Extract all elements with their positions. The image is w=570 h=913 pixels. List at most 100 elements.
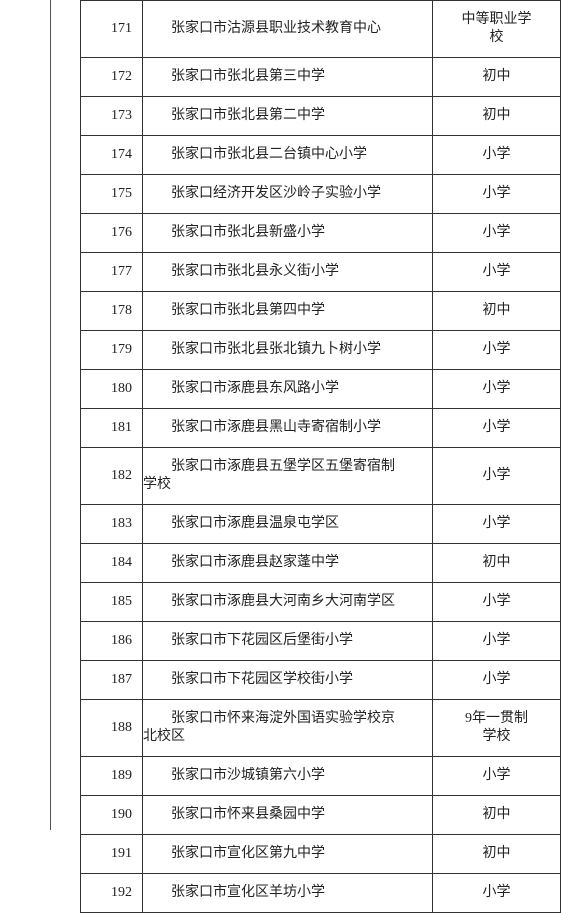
school-type-line: 小学	[439, 419, 554, 437]
school-type-line: 初中	[439, 845, 554, 863]
school-type-line: 小学	[439, 767, 554, 785]
school-name-line: 张家口市沽源县职业技术教育中心	[143, 20, 426, 38]
school-name: 张家口市张北县新盛小学	[143, 214, 433, 253]
school-name: 张家口市涿鹿县大河南乡大河南学区	[143, 583, 433, 622]
school-name: 张家口市张北县二台镇中心小学	[143, 136, 433, 175]
school-table: 171张家口市沽源县职业技术教育中心中等职业学校172张家口市张北县第三中学初中…	[80, 0, 561, 913]
table-row: 178张家口市张北县第四中学初中	[81, 292, 561, 331]
school-name: 张家口市张北县第四中学	[143, 292, 433, 331]
table-row: 175张家口经济开发区沙岭子实验小学小学	[81, 175, 561, 214]
table-row: 172张家口市张北县第三中学初中	[81, 58, 561, 97]
school-name-line: 张家口市宣化区第九中学	[143, 845, 426, 863]
school-type-line: 初中	[439, 302, 554, 320]
school-name: 张家口市张北县第二中学	[143, 97, 433, 136]
school-name: 张家口市张北县永义街小学	[143, 253, 433, 292]
school-type: 小学	[433, 661, 561, 700]
school-name: 张家口市沽源县职业技术教育中心	[143, 1, 433, 58]
row-index: 178	[81, 292, 143, 331]
school-name-line: 张家口市涿鹿县黑山寺寄宿制小学	[143, 419, 426, 437]
table-row: 179张家口市张北县张北镇九卜树小学小学	[81, 331, 561, 370]
school-type: 小学	[433, 175, 561, 214]
row-index: 182	[81, 448, 143, 505]
school-type: 初中	[433, 835, 561, 874]
school-type-line: 小学	[439, 224, 554, 242]
row-index: 186	[81, 622, 143, 661]
table-row: 182张家口市涿鹿县五堡学区五堡寄宿制学校小学	[81, 448, 561, 505]
table-row: 180张家口市涿鹿县东风路小学小学	[81, 370, 561, 409]
table-row: 173张家口市张北县第二中学初中	[81, 97, 561, 136]
school-name-line: 张家口市张北县第三中学	[143, 68, 426, 86]
school-type-line: 小学	[439, 341, 554, 359]
school-type: 小学	[433, 583, 561, 622]
row-index: 188	[81, 700, 143, 757]
school-name-line: 张家口市怀来县桑园中学	[143, 806, 426, 824]
school-type-line: 9年一贯制	[439, 710, 554, 728]
school-name-line: 张家口市张北县第二中学	[143, 107, 426, 125]
school-type-line: 初中	[439, 107, 554, 125]
school-name-line: 张家口市涿鹿县温泉屯学区	[143, 515, 426, 533]
school-name: 张家口市宣化区羊坊小学	[143, 874, 433, 913]
school-type: 初中	[433, 58, 561, 97]
school-type-line: 校	[439, 29, 554, 47]
page-content: 171张家口市沽源县职业技术教育中心中等职业学校172张家口市张北县第三中学初中…	[80, 0, 560, 913]
row-index: 184	[81, 544, 143, 583]
school-name-line: 张家口市张北县二台镇中心小学	[143, 146, 426, 164]
school-name: 张家口市涿鹿县五堡学区五堡寄宿制学校	[143, 448, 433, 505]
school-type-line: 初中	[439, 806, 554, 824]
table-row: 190张家口市怀来县桑园中学初中	[81, 796, 561, 835]
school-name: 张家口市怀来海淀外国语实验学校京北校区	[143, 700, 433, 757]
school-type-line: 小学	[439, 467, 554, 485]
school-name-line: 张家口市沙城镇第六小学	[143, 767, 426, 785]
school-name: 张家口市张北县第三中学	[143, 58, 433, 97]
school-name: 张家口市张北县张北镇九卜树小学	[143, 331, 433, 370]
school-name-line: 张家口市张北县张北镇九卜树小学	[143, 341, 426, 359]
table-row: 187张家口市下花园区学校街小学小学	[81, 661, 561, 700]
table-row: 185张家口市涿鹿县大河南乡大河南学区小学	[81, 583, 561, 622]
school-type: 小学	[433, 874, 561, 913]
school-name-line: 张家口市涿鹿县赵家蓬中学	[143, 554, 426, 572]
school-name: 张家口市涿鹿县黑山寺寄宿制小学	[143, 409, 433, 448]
school-type-line: 小学	[439, 146, 554, 164]
row-index: 192	[81, 874, 143, 913]
school-name-line: 张家口市怀来海淀外国语实验学校京	[143, 710, 426, 728]
school-name-line: 张家口市张北县永义街小学	[143, 263, 426, 281]
school-name-line: 张家口市涿鹿县东风路小学	[143, 380, 426, 398]
school-type-line: 小学	[439, 515, 554, 533]
school-name: 张家口市涿鹿县温泉屯学区	[143, 505, 433, 544]
school-name-line: 张家口市涿鹿县大河南乡大河南学区	[143, 593, 426, 611]
school-name: 张家口经济开发区沙岭子实验小学	[143, 175, 433, 214]
school-type-line: 初中	[439, 554, 554, 572]
school-name: 张家口市涿鹿县赵家蓬中学	[143, 544, 433, 583]
row-index: 189	[81, 757, 143, 796]
school-type-line: 小学	[439, 671, 554, 689]
school-type-line: 中等职业学	[439, 11, 554, 29]
row-index: 181	[81, 409, 143, 448]
table-row: 183张家口市涿鹿县温泉屯学区小学	[81, 505, 561, 544]
table-row: 186张家口市下花园区后堡街小学小学	[81, 622, 561, 661]
school-type: 中等职业学校	[433, 1, 561, 58]
row-index: 171	[81, 1, 143, 58]
school-type-line: 小学	[439, 593, 554, 611]
table-row: 174张家口市张北县二台镇中心小学小学	[81, 136, 561, 175]
table-row: 176张家口市张北县新盛小学小学	[81, 214, 561, 253]
table-row: 171张家口市沽源县职业技术教育中心中等职业学校	[81, 1, 561, 58]
school-type-line: 小学	[439, 632, 554, 650]
table-row: 177张家口市张北县永义街小学小学	[81, 253, 561, 292]
school-type: 小学	[433, 757, 561, 796]
school-type: 小学	[433, 370, 561, 409]
school-type: 小学	[433, 136, 561, 175]
row-index: 174	[81, 136, 143, 175]
page-left-rule	[50, 0, 51, 830]
table-row: 192张家口市宣化区羊坊小学小学	[81, 874, 561, 913]
school-type: 小学	[433, 622, 561, 661]
school-name: 张家口市下花园区学校街小学	[143, 661, 433, 700]
school-name-line: 张家口市宣化区羊坊小学	[143, 884, 426, 902]
school-type-line: 小学	[439, 263, 554, 281]
row-index: 180	[81, 370, 143, 409]
school-type: 初中	[433, 292, 561, 331]
school-type: 9年一贯制学校	[433, 700, 561, 757]
table-row: 184张家口市涿鹿县赵家蓬中学初中	[81, 544, 561, 583]
school-type-line: 学校	[439, 728, 554, 746]
row-index: 172	[81, 58, 143, 97]
table-body: 171张家口市沽源县职业技术教育中心中等职业学校172张家口市张北县第三中学初中…	[81, 1, 561, 913]
